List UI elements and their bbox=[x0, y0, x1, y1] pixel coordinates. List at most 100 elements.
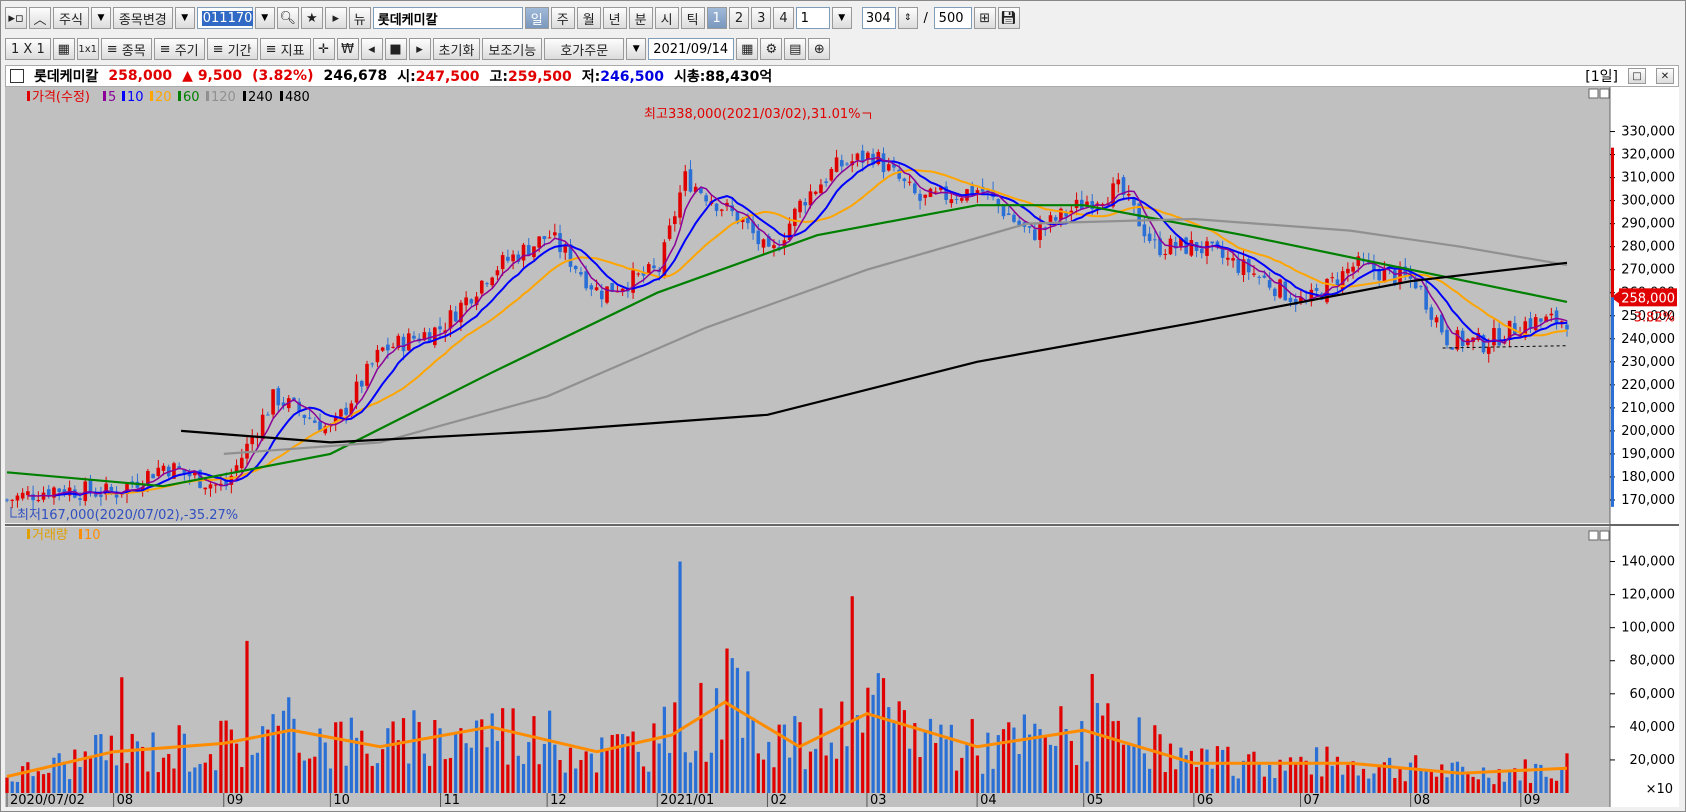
order-button[interactable]: 호가주문 bbox=[544, 38, 625, 60]
crosshair-icon[interactable]: ✛ bbox=[312, 38, 335, 60]
search-icon[interactable]: 🔍︎ bbox=[276, 7, 299, 29]
play-icon[interactable]: ▸ bbox=[408, 38, 431, 60]
candle-body bbox=[1226, 257, 1230, 260]
close-icon[interactable]: ✕ bbox=[1656, 68, 1674, 84]
volume-bar bbox=[1080, 721, 1084, 793]
change-stock-select[interactable]: 종목변경 bbox=[112, 7, 173, 29]
favorite-star-icon[interactable]: ★ bbox=[300, 7, 323, 29]
candle-body bbox=[594, 287, 599, 291]
change-stock-dropdown-icon[interactable]: ▼ bbox=[174, 7, 195, 29]
period-hour-button[interactable]: 시 bbox=[654, 7, 679, 29]
code-dropdown-icon[interactable]: ▼ bbox=[254, 7, 275, 29]
volume-bar bbox=[965, 744, 969, 793]
candle-body bbox=[1038, 224, 1042, 240]
volume-bar bbox=[339, 721, 343, 793]
volume-bar bbox=[652, 723, 656, 793]
volume-bar bbox=[1268, 764, 1272, 793]
maximize-icon[interactable]: □ bbox=[1628, 68, 1646, 84]
period-week-button[interactable]: 주 bbox=[550, 7, 575, 29]
candle-body bbox=[746, 216, 750, 224]
period-minute-button[interactable]: 분 bbox=[628, 7, 653, 29]
candle-body bbox=[1262, 275, 1267, 278]
zoom-icon[interactable]: ⊕ bbox=[808, 38, 831, 60]
market-select[interactable]: 주식 bbox=[53, 7, 89, 29]
candle-body bbox=[605, 286, 609, 303]
volume-bar bbox=[1377, 766, 1381, 793]
volume-bar bbox=[130, 733, 134, 793]
reset-button[interactable]: 초기화 bbox=[432, 38, 481, 60]
volume-bar bbox=[381, 749, 385, 793]
candle-body bbox=[688, 169, 693, 192]
stock-code-value: 011170 bbox=[201, 10, 254, 26]
chart-svg[interactable]: 170,000 180,000 190,000 200,000 210,000 220,0… bbox=[5, 87, 1679, 808]
candle-body bbox=[266, 414, 270, 416]
won-icon[interactable]: ₩ bbox=[336, 38, 359, 60]
next-arrow-icon[interactable]: ▸ bbox=[324, 7, 347, 29]
stop-icon[interactable]: ■ bbox=[384, 38, 407, 60]
num-1-button[interactable]: 1 bbox=[706, 7, 727, 29]
volume-bar bbox=[709, 752, 713, 793]
layout-button[interactable]: 1 X 1 bbox=[5, 38, 51, 60]
count-input[interactable]: 304 bbox=[861, 7, 896, 29]
select-checkbox[interactable] bbox=[10, 69, 24, 83]
stock-name-field[interactable]: 롯데케미칼 bbox=[372, 7, 523, 29]
grid-icon[interactable]: ▦ bbox=[52, 38, 75, 60]
calendar-icon[interactable]: ▦ bbox=[736, 38, 759, 60]
date-input[interactable]: 2021/09/14 bbox=[648, 38, 735, 60]
ma120-line bbox=[223, 217, 1568, 455]
candle-body bbox=[793, 208, 797, 226]
candle-body bbox=[36, 500, 41, 502]
volume-bar bbox=[1184, 755, 1188, 793]
volume-bar bbox=[135, 741, 140, 793]
candle-body bbox=[99, 494, 103, 497]
volume-bar bbox=[1398, 768, 1402, 793]
candle-body bbox=[641, 271, 646, 276]
count-spinner-icon[interactable]: ⇕ bbox=[897, 7, 918, 29]
x-axis-label: 2020/07/02 bbox=[10, 793, 85, 807]
order-dropdown-icon[interactable]: ▼ bbox=[626, 38, 647, 60]
candle-body bbox=[881, 153, 886, 173]
num-3-button[interactable]: 3 bbox=[751, 7, 772, 29]
volume-bar bbox=[177, 725, 181, 793]
price-axis-label: 290,000 bbox=[1621, 217, 1675, 232]
volume-bar bbox=[594, 772, 599, 793]
period-tick-button[interactable]: 틱 bbox=[680, 7, 705, 29]
save-icon[interactable]: 💾︎ bbox=[997, 7, 1020, 29]
gear-icon[interactable]: ⚙ bbox=[760, 38, 783, 60]
volume-bar bbox=[704, 761, 708, 793]
item-period-button[interactable]: ≡ 기간 bbox=[206, 38, 258, 60]
unit-dropdown-icon[interactable]: ▼ bbox=[831, 7, 852, 29]
stock-code-input[interactable]: 011170 bbox=[196, 7, 254, 29]
volume-bar bbox=[756, 753, 760, 793]
volume-bar bbox=[1497, 769, 1501, 793]
up-arrow-button[interactable]: ︿ bbox=[29, 7, 51, 29]
slash-divider: / bbox=[923, 10, 928, 26]
num-2-button[interactable]: 2 bbox=[728, 7, 750, 29]
period-day-button[interactable]: 일 bbox=[524, 7, 549, 29]
collapse-panel-button[interactable]: ▸▫ bbox=[5, 7, 27, 29]
volume-bar bbox=[73, 749, 77, 793]
candle-body bbox=[506, 256, 510, 261]
candle-body bbox=[855, 153, 860, 160]
chart-settings-icon[interactable]: ▤ bbox=[784, 38, 807, 60]
legend-swatch bbox=[27, 529, 30, 539]
item-indicator-button[interactable]: ≡ 지표 bbox=[259, 38, 311, 60]
volume-bar bbox=[52, 757, 56, 793]
grid-1x1-button[interactable]: 1x1 bbox=[76, 38, 99, 60]
market-dropdown-icon[interactable]: ▼ bbox=[90, 7, 111, 29]
prev-icon[interactable]: ◂ bbox=[360, 38, 383, 60]
candle-body bbox=[495, 270, 500, 276]
period-month-button[interactable]: 월 bbox=[576, 7, 601, 29]
price-axis-label: 280,000 bbox=[1621, 240, 1675, 255]
volume-bar bbox=[1346, 764, 1350, 793]
unit-input[interactable]: 1 bbox=[795, 7, 830, 29]
news-icon[interactable]: 뉴 bbox=[348, 7, 371, 29]
item-stock-button[interactable]: ≡ 종목 bbox=[100, 38, 152, 60]
volume-bar bbox=[636, 751, 640, 793]
volume-bar bbox=[182, 733, 186, 793]
num-4-button[interactable]: 4 bbox=[773, 7, 794, 29]
period-year-button[interactable]: 년 bbox=[602, 7, 627, 29]
aux-function-button[interactable]: 보조기능 bbox=[482, 38, 543, 60]
item-cycle-button[interactable]: ≡ 주기 bbox=[153, 38, 205, 60]
add-chart-icon[interactable]: ⊞ bbox=[973, 7, 996, 29]
